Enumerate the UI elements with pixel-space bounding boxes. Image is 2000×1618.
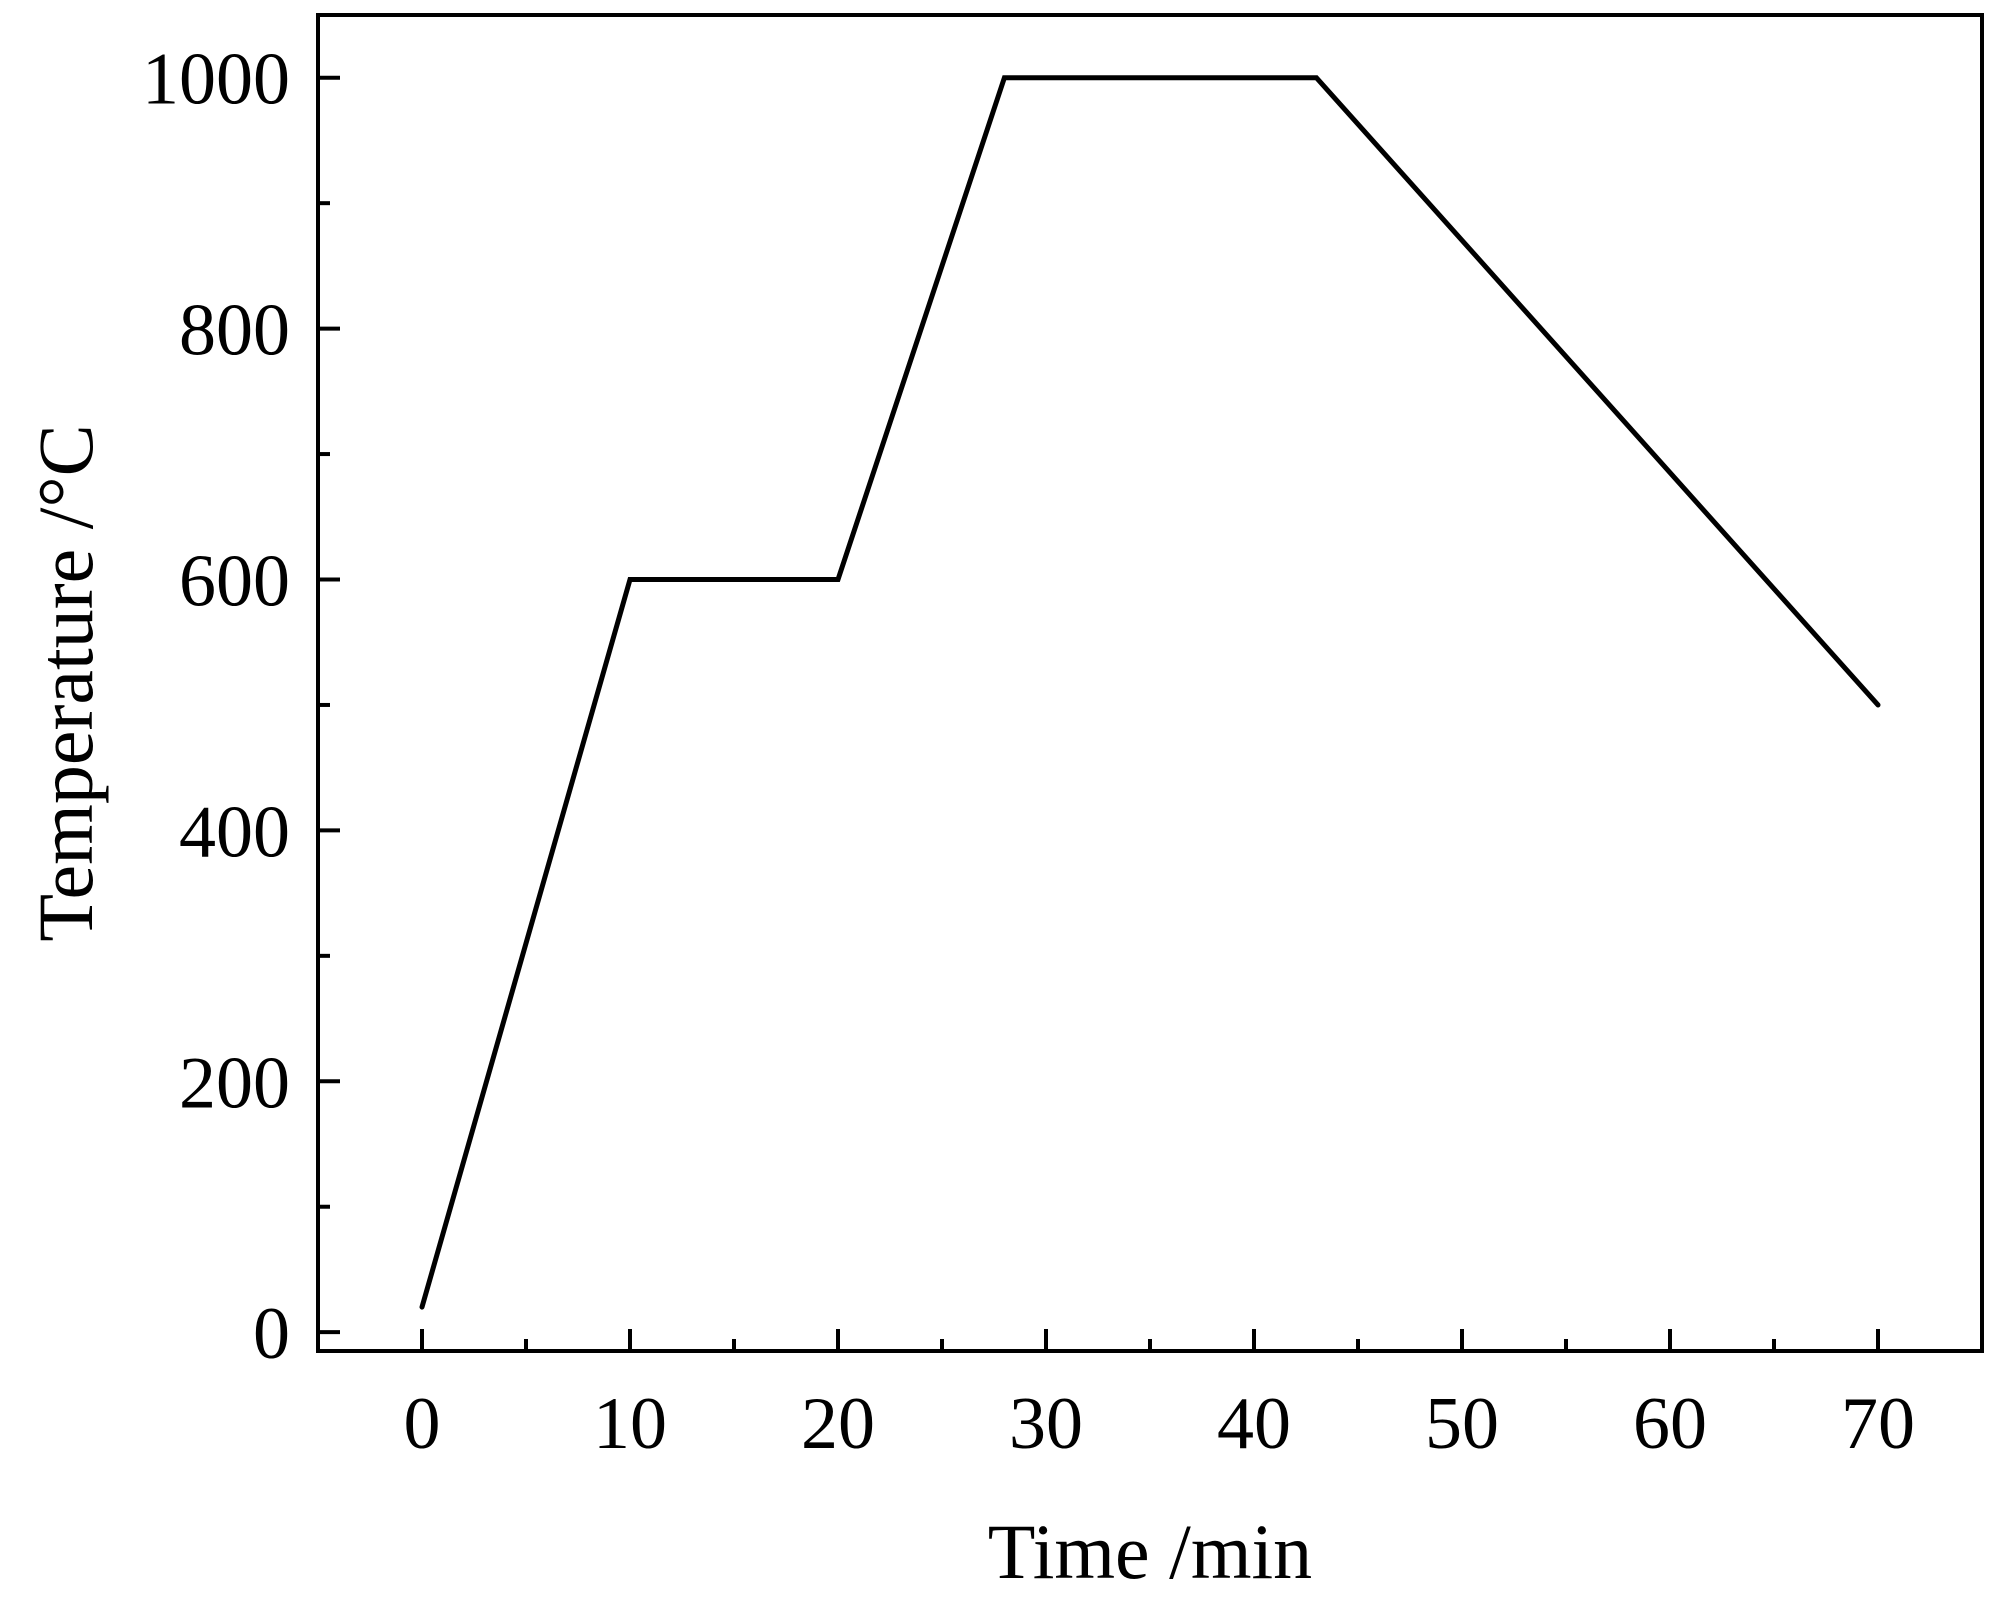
series-layer: [419, 75, 1881, 1310]
x-tick-label: 50: [1425, 1383, 1499, 1465]
x-tick-label: 20: [801, 1383, 875, 1465]
series-line: [419, 75, 1881, 1310]
y-tick-labels: 0 200 400 600 800 1000: [142, 39, 290, 1375]
y-tick-label: 200: [179, 1042, 290, 1124]
minor-ticks: [318, 201, 1776, 1351]
x-tick-labels: 0 10 20 30 40 50 60 70: [404, 1383, 1916, 1465]
x-tick-label: 40: [1217, 1383, 1291, 1465]
y-axis-title: Temperature /°C: [22, 424, 109, 941]
x-axis-title: Time /min: [988, 1508, 1312, 1595]
y-tick-label: 400: [179, 791, 290, 873]
y-tick-label: 800: [179, 290, 290, 372]
major-ticks: [318, 75, 1880, 1351]
x-tick-label: 30: [1009, 1383, 1083, 1465]
x-tick-label: 10: [593, 1383, 667, 1465]
y-tick-label: 0: [253, 1293, 290, 1375]
x-tick-label: 70: [1841, 1383, 1915, 1465]
plot-frame: [316, 13, 1984, 1353]
y-tick-label: 1000: [142, 39, 290, 121]
y-tick-label: 600: [179, 541, 290, 623]
x-tick-label: 0: [404, 1383, 441, 1465]
x-tick-label: 60: [1633, 1383, 1707, 1465]
